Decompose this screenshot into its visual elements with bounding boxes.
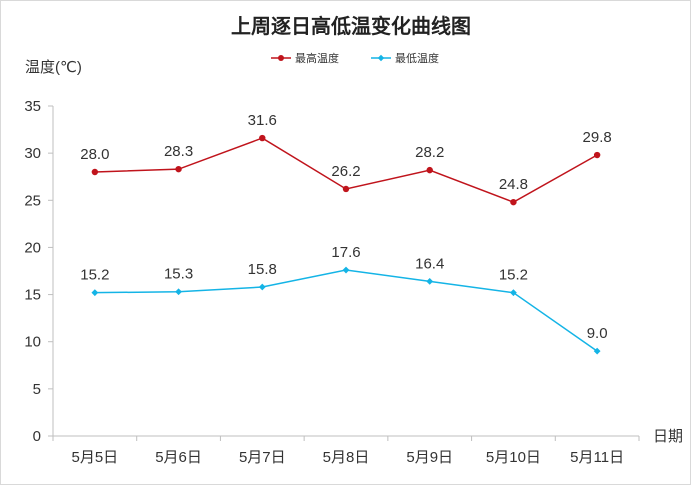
x-axis-label: 日期 — [653, 428, 683, 445]
series-2: 15.2 15.3 15.8 17.6 16.4 15.2 9.0 — [80, 244, 608, 355]
y-tick-label: 15 — [24, 287, 41, 304]
data-point — [175, 288, 182, 296]
legend-marker — [278, 55, 284, 61]
legend-entry: 最低温度 — [395, 51, 439, 65]
data-point — [91, 168, 99, 176]
y-tick-label: 10 — [24, 334, 41, 351]
data-point — [342, 185, 350, 193]
data-label: 29.8 — [583, 129, 612, 146]
data-label: 26.2 — [331, 163, 360, 180]
legend-marker — [377, 54, 385, 62]
x-tick-label: 5月5日 — [72, 449, 119, 466]
y-axis-label: 温度(℃) — [25, 59, 82, 76]
data-label: 17.6 — [331, 244, 360, 261]
x-axis: 5月5日 5月6日 5月7日 5月8日 5月9日 5月10日 5月11日 — [52, 435, 640, 466]
data-point — [258, 283, 266, 291]
x-tick-label: 5月9日 — [406, 449, 453, 466]
data-label: 16.4 — [415, 255, 444, 272]
data-label: 15.2 — [80, 267, 109, 284]
y-tick-label: 30 — [24, 145, 41, 162]
data-label: 28.3 — [164, 143, 193, 160]
x-tick-label: 5月6日 — [155, 449, 202, 466]
legend: 最高温度 最低温度 — [271, 51, 439, 65]
data-point — [426, 166, 433, 174]
data-point — [426, 277, 434, 285]
x-tick-label: 5月10日 — [486, 449, 541, 466]
y-tick-label: 5 — [33, 381, 41, 398]
data-label: 9.0 — [587, 325, 608, 342]
data-label: 28.2 — [415, 144, 444, 161]
x-tick-label: 5月8日 — [323, 449, 370, 466]
data-label: 15.8 — [248, 261, 277, 278]
legend-entry: 最高温度 — [295, 51, 339, 65]
y-tick-label: 0 — [33, 428, 41, 445]
data-label: 24.8 — [499, 176, 528, 193]
x-tick-label: 5月7日 — [239, 449, 286, 466]
y-axis: 0 5 10 15 20 25 30 35 — [24, 98, 54, 445]
data-label: 28.0 — [80, 146, 109, 163]
data-point — [175, 165, 182, 173]
data-point — [510, 289, 517, 297]
data-point — [593, 347, 601, 355]
data-point — [593, 151, 601, 159]
data-point — [91, 289, 99, 297]
data-point — [342, 266, 350, 274]
y-tick-label: 25 — [24, 192, 41, 209]
y-tick-label: 35 — [24, 98, 41, 115]
y-tick-label: 20 — [24, 239, 41, 256]
series-1: 28.0 28.3 31.6 26.2 28.2 24.8 29.8 — [80, 112, 612, 206]
x-tick-label: 5月11日 — [570, 449, 624, 466]
series-layer: 28.0 28.3 31.6 26.2 28.2 24.8 29.8 15.2 15.3 15.8… — [80, 112, 612, 355]
data-label: 31.6 — [248, 112, 277, 129]
data-point — [259, 134, 266, 142]
data-point — [510, 198, 517, 206]
chart-title: 上周逐日高低温变化曲线图 — [231, 14, 471, 38]
data-label: 15.2 — [499, 267, 528, 284]
data-label: 15.3 — [164, 266, 193, 283]
